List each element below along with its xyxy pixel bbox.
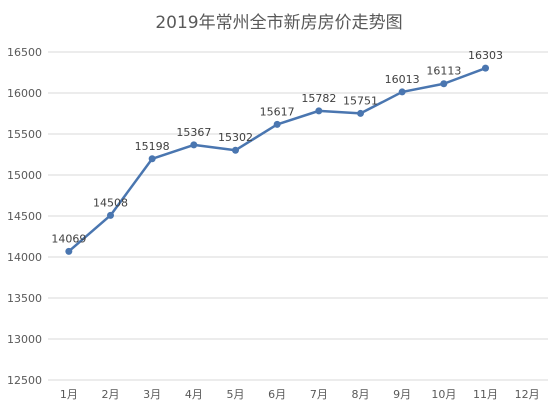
x-tick-label: 8月 (352, 388, 370, 401)
y-axis-tick-labels: 12500 13000 13500 14000 14500 15000 15500 16000… (7, 46, 42, 387)
x-tick-label: 7月 (310, 388, 328, 401)
data-label: 15367 (176, 126, 211, 139)
y-tick-label: 15500 (7, 128, 42, 141)
data-label: 16113 (426, 65, 461, 78)
chart-title: 2019年常州全市新房房价走势图 (155, 13, 402, 33)
x-tick-label: 4月 (185, 388, 203, 401)
y-tick-label: 15000 (7, 169, 42, 182)
series-layer (65, 64, 489, 255)
data-point (440, 80, 448, 88)
data-point (65, 247, 73, 255)
x-tick-label: 10月 (431, 388, 456, 401)
x-tick-label: 2月 (102, 388, 120, 401)
data-point (398, 88, 406, 96)
data-label: 14508 (93, 196, 128, 209)
data-label: 16303 (468, 49, 503, 62)
data-point (315, 107, 323, 115)
x-tick-label: 3月 (143, 388, 161, 401)
data-point (190, 141, 198, 149)
data-point (107, 211, 114, 219)
data-point (148, 155, 156, 163)
y-tick-label: 12500 (7, 374, 42, 387)
x-tick-label: 9月 (393, 388, 411, 401)
data-point (273, 120, 281, 128)
x-tick-label: 5月 (227, 388, 245, 401)
data-labels: 14069 14508 15198 15367 15302 15617 15782 15751… (51, 49, 503, 245)
data-label: 15198 (135, 140, 170, 153)
x-tick-label: 6月 (268, 388, 286, 401)
x-axis-tick-labels: 1月 2月 3月 4月 5月 6月 7月 8月 9月 10月 11月 12月 (60, 388, 540, 401)
data-point (232, 146, 239, 154)
x-tick-label: 1月 (60, 388, 78, 401)
x-tick-label: 12月 (515, 388, 540, 401)
y-tick-label: 14500 (7, 210, 42, 223)
y-tick-label: 16000 (7, 87, 42, 100)
y-tick-label: 16500 (7, 46, 42, 59)
x-tick-label: 11月 (473, 388, 498, 401)
series-line (67, 66, 487, 253)
y-tick-label: 14000 (7, 251, 42, 264)
data-label: 15617 (260, 105, 295, 118)
y-tick-label: 13500 (7, 292, 42, 305)
y-tick-label: 13000 (7, 333, 42, 346)
gridlines (48, 51, 548, 381)
data-label: 15302 (218, 131, 253, 144)
data-label: 15751 (343, 94, 378, 107)
data-label: 14069 (51, 232, 86, 245)
data-label: 16013 (385, 73, 420, 86)
data-point (357, 109, 364, 117)
data-label: 15782 (301, 92, 336, 105)
data-point (482, 64, 489, 72)
